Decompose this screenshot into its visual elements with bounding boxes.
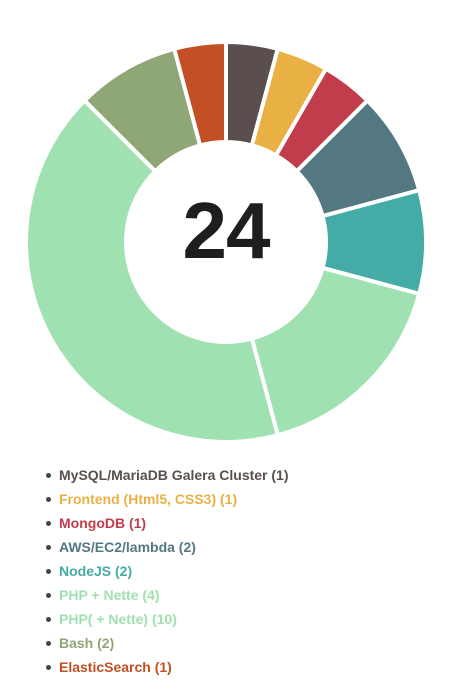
legend-item-mongodb: MongoDB (1) [46,511,289,535]
legend-label: NodeJS (2) [59,563,133,579]
legend-item-elasticsearch: ElasticSearch (1) [46,655,289,679]
legend-bullet-icon [46,472,51,478]
legend-bullet-icon [46,640,51,646]
legend-item-aws-ec2-lambda: AWS/EC2/lambda (2) [46,535,289,559]
legend-item-php-nette: PHP + Nette (4) [46,583,289,607]
legend-label: Frontend (Html5, CSS3) (1) [59,491,238,507]
legend-label: AWS/EC2/lambda (2) [59,539,196,555]
legend-bullet-icon [46,616,51,622]
legend-label: PHP( + Nette) (10) [59,611,177,627]
legend-bullet-icon [46,544,51,550]
legend-bullet-icon [46,592,51,598]
legend-item-bash: Bash (2) [46,631,289,655]
legend-bullet-icon [46,664,51,670]
legend: MySQL/MariaDB Galera Cluster (1) Frontend… [46,463,289,679]
legend-item-nodejs: NodeJS (2) [46,559,289,583]
donut-svg [24,39,426,444]
legend-label: Bash (2) [59,635,115,651]
legend-label: MySQL/MariaDB Galera Cluster (1) [59,467,289,483]
legend-bullet-icon [46,568,51,574]
legend-item-frontend-html5-css3: Frontend (Html5, CSS3) (1) [46,487,289,511]
legend-label: MongoDB (1) [59,515,147,531]
legend-item-mysql-mariadb-galera-cluster: MySQL/MariaDB Galera Cluster (1) [46,463,289,487]
legend-bullet-icon [46,520,51,526]
donut-chart: 24 [24,39,426,444]
slice-elasticsearch [171,39,228,148]
slice-php-nette [249,265,422,438]
legend-bullet-icon [46,496,51,502]
center-total: 24 [182,186,271,275]
legend-item-php-nette: PHP( + Nette) (10) [46,607,289,631]
legend-label: ElasticSearch (1) [59,659,172,675]
legend-label: PHP + Nette (4) [59,587,160,603]
slice-php-nette [24,97,281,444]
